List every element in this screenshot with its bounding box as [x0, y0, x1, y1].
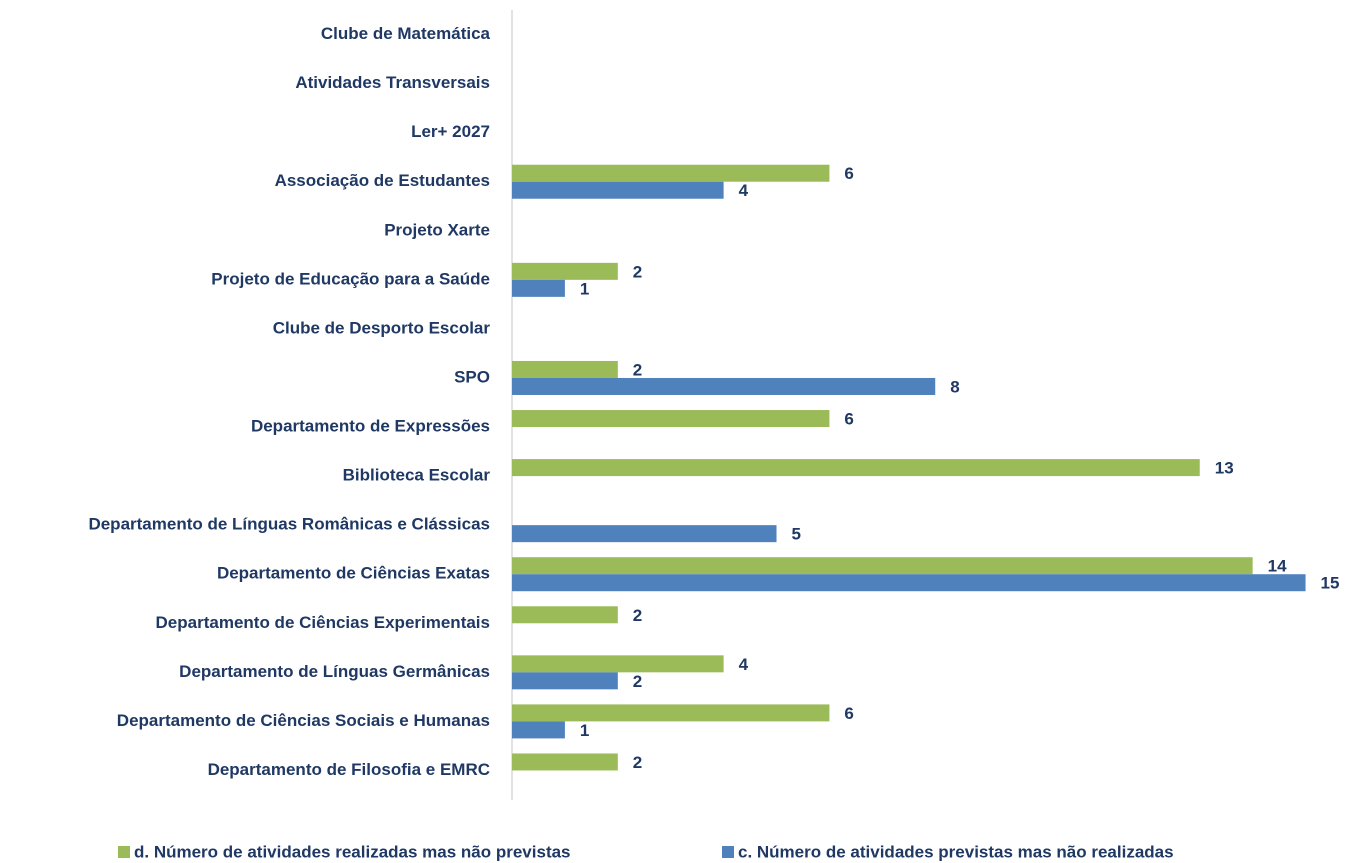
bar — [512, 164, 830, 182]
category-label: Departamento de Expressões — [251, 417, 490, 436]
value-label: 6 — [844, 704, 853, 723]
category-label: Departamento de Línguas Românicas e Clás… — [88, 515, 490, 534]
value-label: 4 — [739, 181, 749, 200]
bar — [512, 655, 724, 673]
value-label: 2 — [633, 262, 642, 281]
bar — [512, 606, 618, 624]
category-label: Associação de Estudantes — [275, 171, 490, 190]
value-label: 1 — [580, 721, 589, 740]
value-label: 8 — [950, 377, 959, 396]
category-label: Departamento de Ciências Sociais e Human… — [117, 711, 490, 730]
bar — [512, 360, 618, 378]
legend-swatch — [118, 846, 130, 858]
bar — [512, 410, 830, 428]
category-label: Clube de Desporto Escolar — [273, 318, 491, 337]
category-label: Departamento de Ciências Experimentais — [156, 613, 490, 632]
category-label: Ler+ 2027 — [411, 122, 490, 141]
category-label: Projeto Xarte — [384, 220, 490, 239]
value-label: 2 — [633, 753, 642, 772]
legend-label: d. Número de atividades realizadas mas n… — [134, 842, 571, 861]
category-label: SPO — [454, 367, 490, 386]
category-label: Biblioteca Escolar — [343, 466, 491, 485]
bar — [512, 704, 830, 722]
value-label: 4 — [739, 655, 749, 674]
bar — [512, 525, 777, 543]
category-label: Clube de Matemática — [321, 24, 491, 43]
category-label: Projeto de Educação para a Saúde — [211, 269, 490, 288]
value-label: 1 — [580, 279, 589, 298]
bar — [512, 557, 1253, 575]
bar — [512, 459, 1200, 477]
category-label: Departamento de Ciências Exatas — [217, 564, 490, 583]
value-label: 2 — [633, 672, 642, 691]
category-label: Departamento de Línguas Germânicas — [179, 662, 490, 681]
bar — [512, 721, 565, 739]
bar — [512, 377, 936, 395]
value-label: 2 — [633, 360, 642, 379]
bar — [512, 262, 618, 280]
category-label: Departamento de Filosofia e EMRC — [208, 760, 490, 779]
value-label: 15 — [1321, 574, 1340, 593]
value-label: 13 — [1215, 459, 1234, 478]
bar — [512, 574, 1306, 592]
value-label: 6 — [844, 410, 853, 429]
value-label: 2 — [633, 606, 642, 625]
bar — [512, 753, 618, 771]
value-label: 5 — [792, 525, 801, 544]
value-label: 6 — [844, 164, 853, 183]
category-label: Atividades Transversais — [295, 73, 490, 92]
value-label: 14 — [1268, 557, 1287, 576]
legend-swatch — [722, 846, 734, 858]
legend-label: c. Número de atividades previstas mas nã… — [738, 842, 1174, 861]
bar — [512, 181, 724, 199]
bar — [512, 279, 565, 297]
bar — [512, 672, 618, 690]
